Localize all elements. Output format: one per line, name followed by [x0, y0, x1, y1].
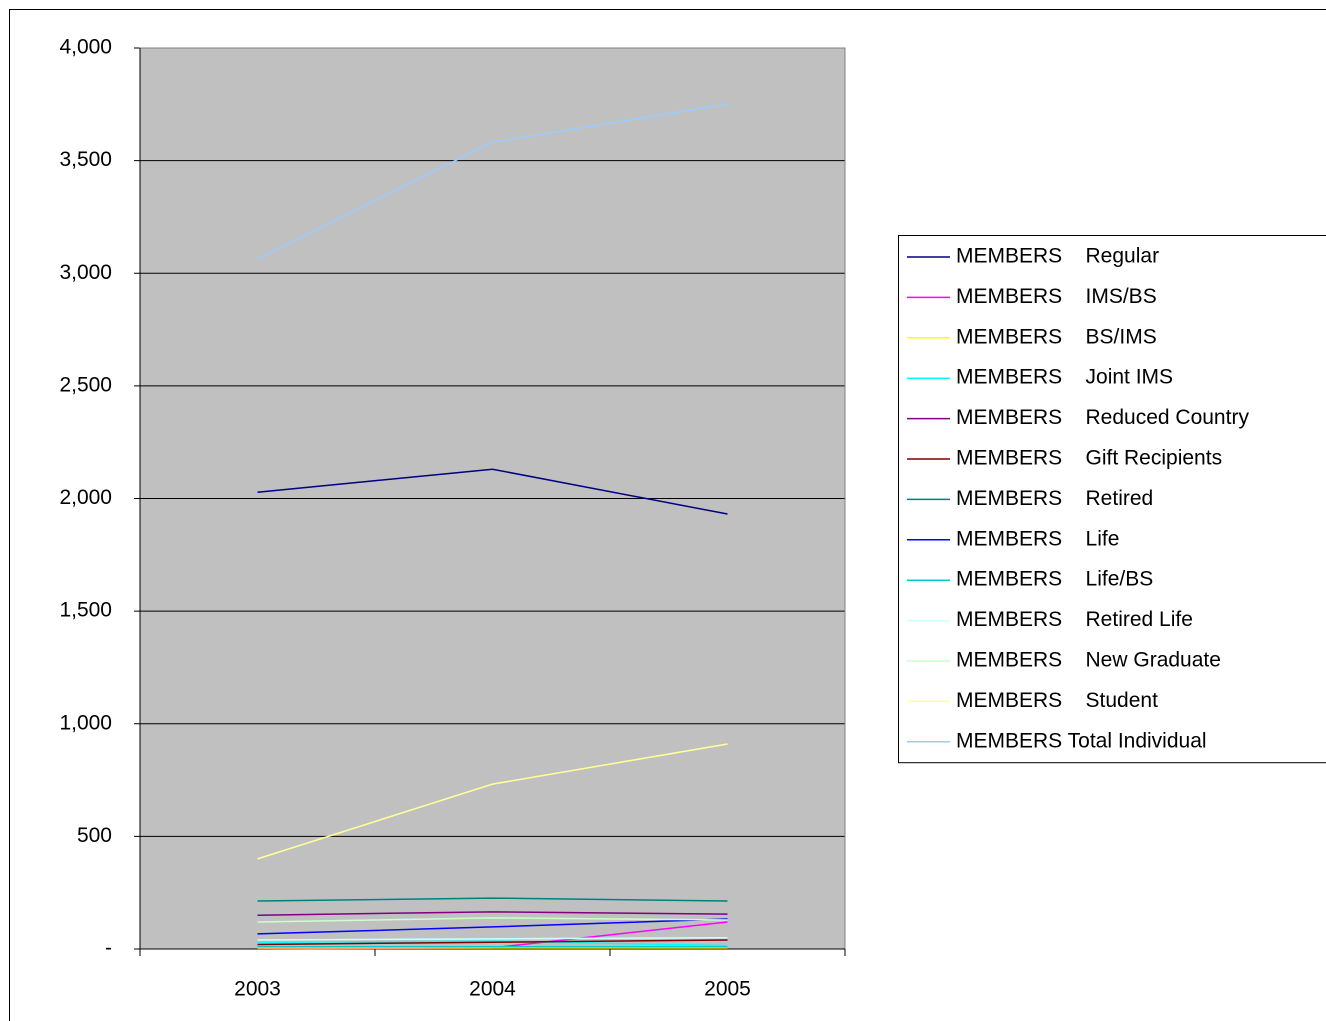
legend-label: MEMBERS Gift Recipients	[956, 447, 1222, 470]
series-line	[257, 918, 728, 935]
y-tick-label: 3,000	[59, 261, 112, 284]
legend-label: MEMBERS Joint IMS	[956, 366, 1173, 389]
legend-label: MEMBERS New Graduate	[956, 649, 1221, 672]
y-tick-label: 2,500	[59, 373, 112, 396]
x-tick-label: 2003	[234, 978, 281, 1001]
series-line	[257, 103, 728, 260]
x-tick-label: 2005	[704, 978, 751, 1001]
series-line	[257, 917, 728, 923]
series-line	[257, 939, 728, 946]
legend-label: MEMBERS Regular	[956, 245, 1159, 268]
y-tick-label: 4,000	[59, 36, 112, 59]
legend-label: MEMBERS BS/IMS	[956, 325, 1157, 348]
legend-label: MEMBERS Total Individual	[956, 729, 1207, 752]
y-tick-label: 1,500	[59, 599, 112, 622]
legend-label: MEMBERS Retired Life	[956, 608, 1193, 631]
legend-label: MEMBERS Life	[956, 527, 1119, 550]
series-line	[257, 911, 728, 916]
legend-label: MEMBERS Student	[956, 689, 1158, 712]
legend-label: MEMBERS Reduced Country	[956, 406, 1249, 429]
y-tick-label: 500	[77, 824, 112, 847]
y-tick-label: 1,000	[59, 711, 112, 734]
series-line	[257, 468, 728, 515]
y-tick-label: 3,500	[59, 148, 112, 171]
x-tick-label: 2004	[469, 978, 516, 1001]
legend-label: MEMBERS Retired	[956, 487, 1153, 510]
legend-label: MEMBERS IMS/BS	[956, 285, 1157, 308]
legend-box	[898, 235, 1326, 764]
series-line	[257, 897, 728, 902]
legend-label: MEMBERS Life/BS	[956, 568, 1153, 591]
y-tick-label: -	[105, 937, 112, 960]
y-tick-label: 2,000	[59, 486, 112, 509]
series-line	[257, 743, 728, 860]
series-line	[257, 936, 728, 941]
series-line	[257, 940, 728, 947]
